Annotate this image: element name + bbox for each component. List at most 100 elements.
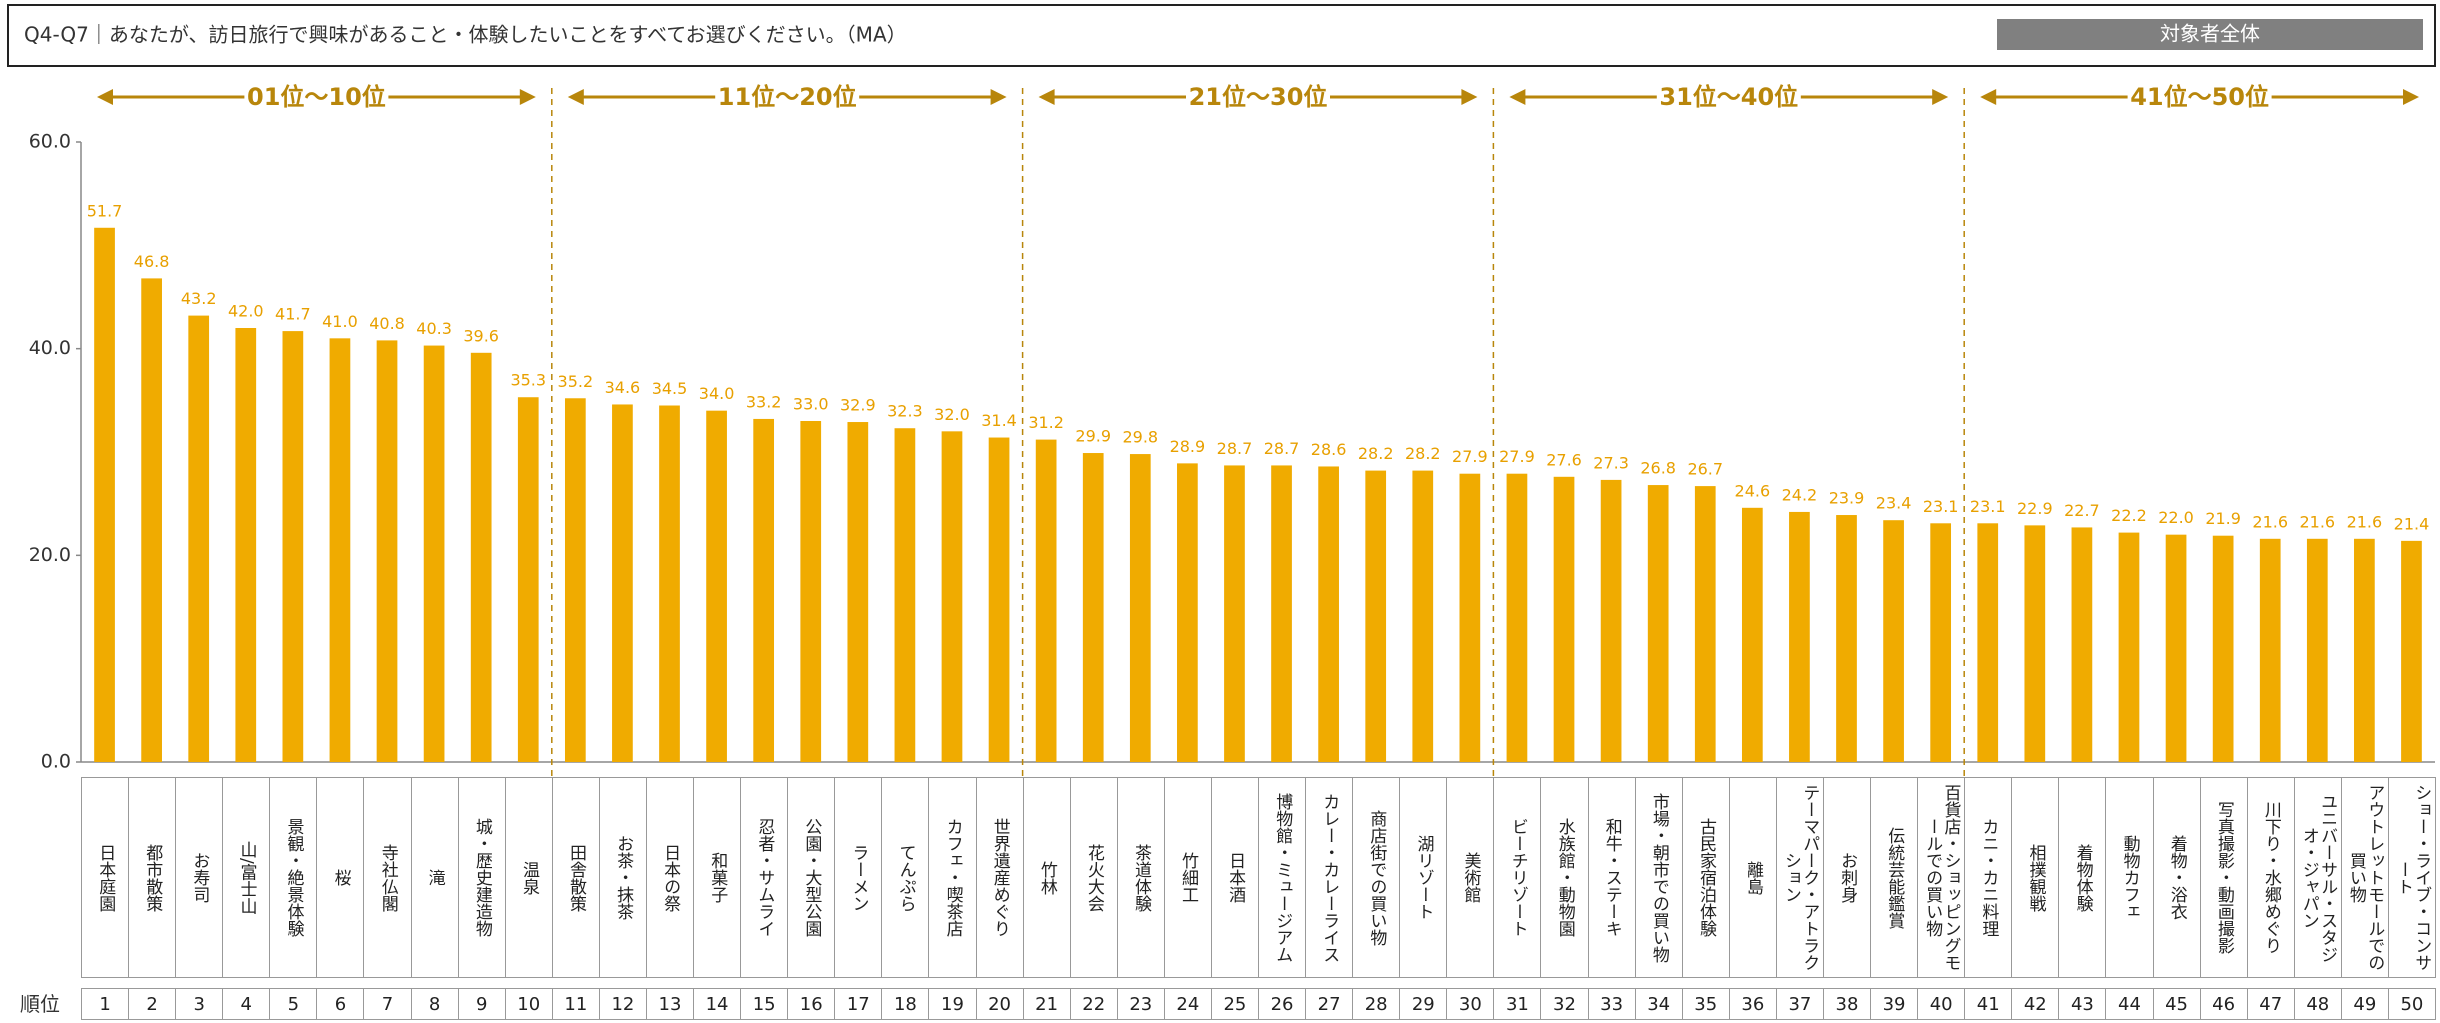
bar (706, 410, 727, 762)
value-label: 35.2 (558, 372, 594, 391)
bar (1694, 486, 1716, 762)
category-cell: 日本庭園 (81, 777, 130, 978)
x-tick-label: 花火大会 (1083, 843, 1104, 912)
bar (1930, 523, 1952, 762)
range-arrow-head (97, 89, 113, 105)
bar (1035, 439, 1057, 762)
range-label: 41位～50位 (2130, 83, 2269, 111)
x-tick-label: 動物カフェ (2119, 835, 2140, 920)
value-label: 29.9 (1075, 427, 1111, 446)
rank-cell: 13 (645, 988, 695, 1020)
rank-cell: 5 (269, 988, 318, 1020)
rank-cell: 28 (1352, 988, 1401, 1020)
bar (2354, 538, 2375, 762)
bar (564, 398, 586, 762)
rank-cell: 32 (1540, 988, 1589, 1020)
x-tick-label: 水族館・動物園 (1554, 818, 1575, 937)
bar (517, 397, 539, 762)
rank-cell: 7 (363, 988, 412, 1020)
value-label: 46.8 (134, 252, 170, 271)
x-tick-label: お茶・抹茶 (613, 835, 634, 920)
bar (282, 331, 304, 762)
bar (753, 418, 775, 762)
rank-cell: 24 (1163, 988, 1212, 1020)
category-cell: 日本酒 (1210, 777, 1259, 978)
value-label: 23.1 (1923, 497, 1959, 516)
value-label: 21.4 (2394, 514, 2430, 533)
category-cell: 美術館 (1446, 777, 1495, 978)
x-tick-label: 和牛・ステーキ (1601, 818, 1622, 937)
bar (1459, 473, 1481, 762)
x-tick-label: 竹細工 (1178, 852, 1199, 903)
x-tick-label: 着物体験 (2072, 843, 2093, 912)
range-label-bg (1656, 81, 1801, 113)
rank-cell: 46 (2199, 988, 2248, 1020)
bar (1082, 453, 1104, 762)
rank-cell: 26 (1258, 988, 1307, 1020)
range-arrow-head (2403, 89, 2419, 105)
bar (2401, 540, 2422, 762)
x-tick-label: お刺身 (1837, 852, 1858, 903)
category-cell: 公園・大型公園 (787, 777, 836, 978)
bar (2024, 525, 2046, 762)
x-tick-label: カフェ・喫茶店 (942, 818, 963, 937)
bar (1365, 470, 1387, 762)
category-cell: 商店街での買い物 (1352, 777, 1401, 978)
range-label: 11位～20位 (718, 83, 857, 111)
rank-cell: 14 (693, 988, 742, 1020)
rank-cell: 35 (1681, 988, 1730, 1020)
value-label: 34.0 (699, 384, 735, 403)
x-tick-label: 忍者・サムライ (754, 818, 775, 937)
value-label: 28.7 (1217, 439, 1253, 458)
category-cell: 博物館・ミュージアム (1258, 777, 1307, 978)
x-tick-label: 景観・絶景体験 (283, 818, 304, 937)
category-cell: 忍者・サムライ (740, 777, 789, 978)
value-label: 28.6 (1311, 440, 1347, 459)
category-cell: アウトレットモールでの買い物 (2340, 777, 2389, 978)
category-cell: 離島 (1728, 777, 1777, 978)
x-tick-label: 着物・浴衣 (2166, 835, 2187, 920)
rank-cell: 38 (1822, 988, 1872, 1020)
rank-cell: 6 (316, 988, 365, 1020)
bar (612, 404, 633, 762)
rank-cell: 42 (2011, 988, 2060, 1020)
rank-cell: 41 (1964, 988, 2013, 1020)
value-label: 27.3 (1593, 453, 1629, 472)
range-arrow-head (519, 89, 536, 105)
rank-cell: 12 (598, 988, 647, 1020)
bar (329, 338, 351, 762)
category-cell: ラーメン (834, 777, 883, 978)
category-cell: 湖リゾート (1399, 777, 1448, 978)
value-label: 22.9 (2017, 499, 2053, 518)
x-tick-label: 世界遺産めぐり (989, 818, 1010, 937)
value-label: 26.8 (1640, 459, 1676, 478)
range-label: 31位～40位 (1659, 83, 1798, 111)
category-cell: 百貨店・ショッピングモールでの買い物 (1917, 777, 1966, 978)
x-tick-label: 温泉 (518, 860, 539, 895)
value-label: 21.9 (2205, 509, 2241, 528)
x-tick-label: 美術館 (1460, 852, 1481, 903)
bar (376, 340, 398, 762)
value-label: 32.3 (887, 402, 923, 421)
bar (800, 421, 822, 762)
rank-cell: 19 (928, 988, 977, 1020)
category-cell: 寺社仏閣 (363, 777, 412, 978)
y-tick-label: 0.0 (41, 751, 71, 773)
x-tick-label: てんぷら (895, 843, 916, 912)
bar (847, 422, 869, 762)
x-tick-label: ビーチリゾート (1507, 818, 1528, 937)
range-label-bg (244, 81, 389, 113)
category-cell: お茶・抹茶 (598, 777, 647, 978)
range-label: 01位～10位 (247, 83, 386, 111)
category-cell: カフェ・喫茶店 (928, 777, 977, 978)
value-label: 51.7 (87, 201, 123, 220)
value-label: 31.4 (981, 411, 1017, 430)
bar (1412, 470, 1434, 762)
rank-cell: 34 (1634, 988, 1683, 1020)
x-tick-label: 市場・朝市での買い物 (1648, 792, 1669, 963)
bar (1271, 465, 1292, 762)
category-cell: 伝統芸能鑑賞 (1870, 777, 1919, 978)
x-tick-label: 日本庭園 (95, 843, 116, 912)
value-label: 41.0 (322, 312, 358, 331)
